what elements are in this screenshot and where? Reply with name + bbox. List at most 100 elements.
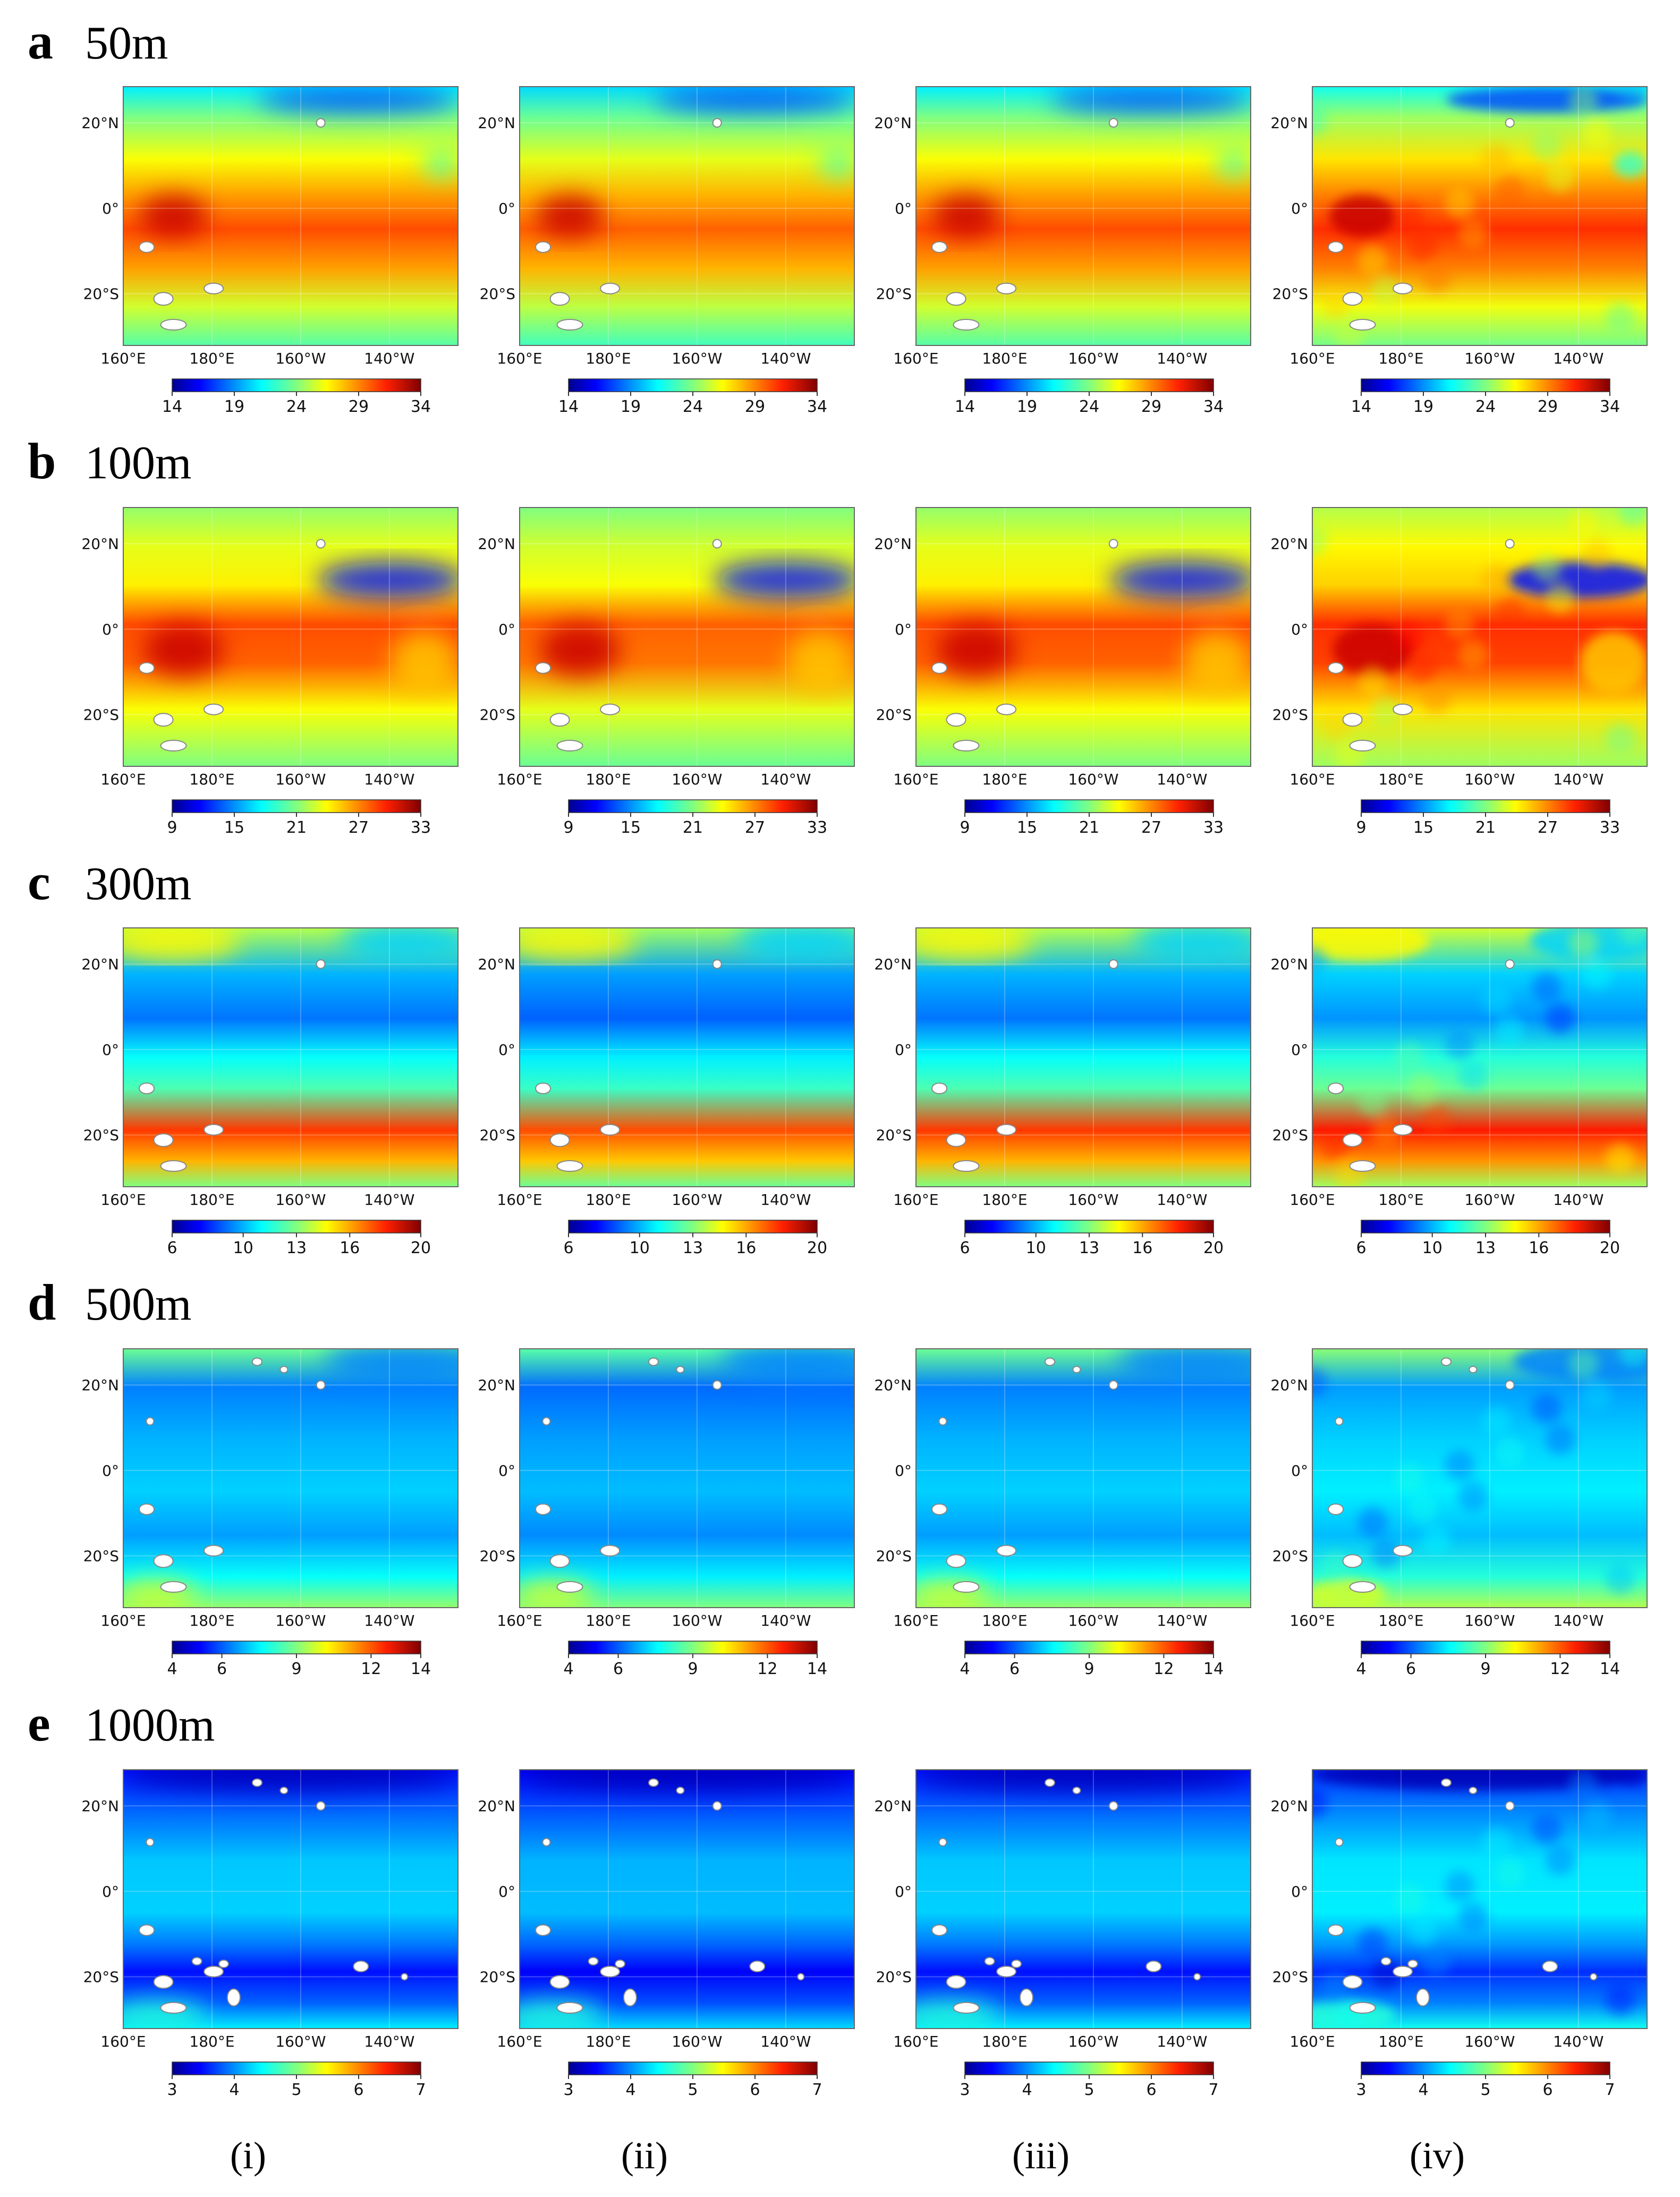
row-letter: c: [28, 854, 50, 910]
island: [316, 1380, 326, 1390]
anomaly: [123, 2000, 207, 2029]
islands: [931, 1778, 1201, 2014]
island: [401, 1973, 409, 1981]
anomaly: [1312, 928, 1430, 962]
island: [676, 1786, 685, 1794]
island: [1108, 1801, 1118, 1811]
patch: [1495, 175, 1525, 205]
lon-tick-label: 140°W: [364, 771, 414, 788]
map-panel: 20°N 0° 20°S 160°E 180°E 160°W 140°W 14 19 24 29 34: [1270, 86, 1648, 416]
field: [520, 87, 854, 345]
colorbar-tick-label: 19: [1017, 398, 1037, 416]
lat-tick-label: 20°N: [478, 1376, 515, 1394]
lon-tick-label: 160°W: [1068, 1612, 1118, 1629]
patch: [1421, 1104, 1452, 1135]
island: [191, 1957, 202, 1966]
island: [712, 959, 722, 969]
colorbar-tick-label: 24: [286, 398, 307, 416]
field: [520, 1770, 854, 2029]
patch: [1545, 1424, 1575, 1455]
island: [139, 1503, 155, 1515]
colorbar-tick-label: 27: [349, 818, 369, 837]
colorbar-tick-label: 10: [630, 1239, 650, 1257]
map-panel: 20°N 0° 20°S 160°E 180°E 160°W 140°W 9 15 21 27 33: [478, 507, 855, 837]
island: [316, 959, 326, 969]
island: [1328, 241, 1344, 253]
gridlines: [916, 928, 1251, 1187]
lon-tick-label: 160°W: [275, 771, 326, 788]
map-frame: [123, 86, 459, 346]
patch: [1421, 263, 1452, 293]
lat-tick-label: 0°: [895, 200, 912, 217]
anomaly: [916, 1770, 1251, 1790]
lat-tick-label: 0°: [102, 1883, 119, 1900]
island: [535, 1924, 551, 1936]
gridlines: [123, 1770, 458, 2029]
lon-tick-label: 160°W: [1464, 771, 1515, 788]
colorbar: 9 15 21 27 33: [960, 799, 1224, 837]
island: [938, 1838, 947, 1847]
islands: [139, 1357, 326, 1593]
colorbar: 14 19 24 29 34: [162, 378, 431, 416]
lat-tick-label: 20°S: [1272, 1548, 1308, 1565]
colorbar-tick-label: 20: [1600, 1239, 1620, 1257]
lon-tick-label: 180°E: [189, 1612, 234, 1629]
lat-tick-label: 20°N: [81, 956, 119, 973]
patch: [1582, 1380, 1612, 1410]
island: [676, 1365, 685, 1373]
lon-tick-label: 160°W: [1464, 350, 1515, 367]
island: [535, 1503, 551, 1515]
island: [996, 703, 1017, 715]
map-panel: 20°N 0° 20°S 160°E 180°E 160°W 140°W 3 4 5 6 7: [874, 1769, 1251, 2099]
colorbar-tick-label: 4: [563, 1660, 573, 1678]
island: [996, 1544, 1017, 1557]
patchiness: [1312, 928, 1647, 1187]
island: [203, 1123, 224, 1136]
patchiness: [1312, 1349, 1647, 1608]
island: [1469, 1786, 1478, 1794]
island: [153, 1554, 174, 1568]
island: [1441, 1357, 1452, 1366]
colorbar-tick-label: 19: [224, 398, 244, 416]
colorbar-gradient: [568, 799, 818, 813]
island: [535, 241, 551, 253]
islands: [139, 1778, 409, 2014]
colorbar-tick-label: 4: [1356, 1660, 1366, 1678]
patch: [1371, 1538, 1401, 1568]
anomalies: [936, 562, 1251, 694]
field: [1312, 87, 1647, 345]
field-background: [123, 928, 458, 1187]
colorbar-tick-label: 12: [1153, 1660, 1174, 1678]
patch: [1407, 1494, 1438, 1524]
island: [1193, 1973, 1201, 1981]
lon-tick-label: 160°E: [893, 2033, 938, 2050]
colorbar: 9 15 21 27 33: [167, 799, 431, 837]
lat-tick-label: 0°: [1291, 621, 1308, 638]
lat-tick-label: 20°N: [1270, 114, 1308, 132]
colorbar-tick-label: 21: [683, 818, 703, 837]
map-frame: [123, 927, 459, 1187]
colorbar-tick-label: 15: [621, 818, 641, 837]
colorbar: 4 6 9 12 14: [1356, 1641, 1620, 1678]
row-depth-label: 50m: [85, 18, 168, 69]
lon-tick-label: 180°E: [1378, 1612, 1423, 1629]
island: [600, 1544, 621, 1557]
island: [153, 1133, 174, 1147]
patch: [1312, 526, 1327, 556]
patch: [1532, 973, 1562, 1003]
anomalies: [520, 928, 854, 962]
anomaly: [425, 151, 458, 178]
island: [556, 1581, 583, 1593]
island: [160, 2002, 187, 2014]
colorbar-tick-label: 21: [1475, 818, 1496, 837]
patch: [1605, 1985, 1635, 2015]
map-frame: [1312, 927, 1648, 1187]
island: [139, 241, 155, 253]
patch: [1605, 1564, 1635, 1594]
map-frame: [915, 1348, 1251, 1608]
island: [1108, 959, 1118, 969]
colorbar-tick-label: 29: [745, 398, 765, 416]
colorbar-tick-label: 24: [1475, 398, 1496, 416]
anomaly: [536, 195, 604, 237]
